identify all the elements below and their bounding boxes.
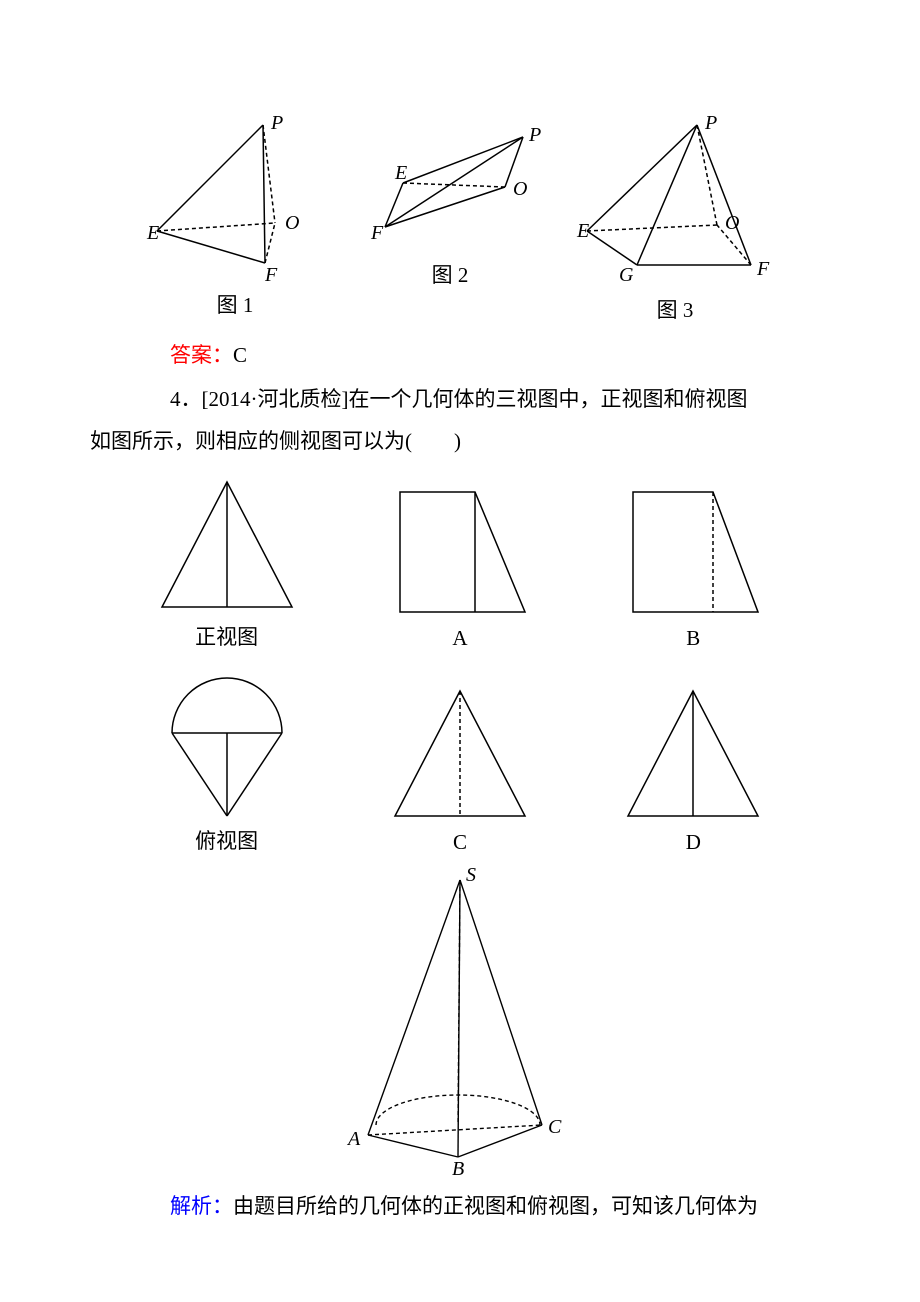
question-4-cont: 如图所示，则相应的侧视图可以为( ) [90, 420, 830, 462]
question-text-2: 如图所示，则相应的侧视图可以为( ) [90, 429, 461, 453]
big-figure: S A B C [90, 865, 830, 1175]
option-a-caption: A [385, 626, 535, 651]
answer-line: 答案：C [90, 334, 830, 376]
option-c-caption: C [385, 830, 535, 855]
svg-text:O: O [513, 178, 527, 200]
figure-2-svg: P O E F [355, 115, 545, 255]
top-view-svg [152, 671, 302, 821]
front-view-caption: 正视图 [152, 621, 302, 651]
svg-text:A: A [346, 1128, 361, 1150]
svg-text:F: F [756, 258, 770, 280]
analysis-label: 解析： [170, 1194, 233, 1218]
svg-text:G: G [619, 264, 634, 286]
svg-text:P: P [704, 115, 717, 134]
top-figure-row: P O E F 图 1 P O E F 图 2 P O E F G 图 3 [90, 115, 830, 324]
option-d-svg [618, 686, 768, 826]
svg-text:F: F [370, 222, 384, 244]
options-grid: 正视图 A B 俯视图 C D [140, 477, 780, 855]
option-d: D [618, 686, 768, 855]
option-b-svg [618, 482, 768, 622]
svg-text:C: C [548, 1116, 562, 1138]
analysis-text: 由题目所给的几何体的正视图和俯视图，可知该几何体为 [233, 1194, 758, 1218]
svg-text:P: P [270, 115, 283, 134]
svg-text:O: O [725, 212, 739, 234]
big-figure-svg: S A B C [330, 865, 590, 1175]
analysis-line: 解析：由题目所给的几何体的正视图和俯视图，可知该几何体为 [90, 1185, 830, 1227]
answer-value: C [233, 343, 247, 367]
front-view: 正视图 [152, 477, 302, 651]
figure-1-caption: 图 1 [145, 289, 325, 319]
svg-text:E: E [146, 222, 159, 244]
top-view: 俯视图 [152, 671, 302, 855]
option-a-svg [385, 482, 535, 622]
question-source: 河北质检 [258, 387, 342, 411]
option-d-caption: D [618, 830, 768, 855]
question-year-close: ] [342, 387, 349, 411]
front-view-svg [152, 477, 302, 617]
option-c: C [385, 686, 535, 855]
figure-3-svg: P O E F G [575, 115, 775, 290]
figure-1: P O E F 图 1 [145, 115, 325, 324]
svg-text:E: E [394, 162, 407, 184]
figure-2-caption: 图 2 [355, 259, 545, 289]
top-view-caption: 俯视图 [152, 825, 302, 855]
option-c-svg [385, 686, 535, 826]
figure-3: P O E F G 图 3 [575, 115, 775, 324]
svg-text:E: E [576, 220, 589, 242]
figure-3-caption: 图 3 [575, 294, 775, 324]
question-number: 4． [170, 387, 202, 411]
option-b: B [618, 482, 768, 651]
question-year-open: [2014· [202, 387, 258, 411]
figure-1-svg: P O E F [145, 115, 325, 285]
svg-text:B: B [452, 1158, 464, 1175]
svg-text:F: F [264, 264, 278, 285]
option-b-caption: B [618, 626, 768, 651]
answer-label: 答案： [170, 343, 233, 367]
svg-text:S: S [466, 865, 476, 886]
question-4: 4．[2014·河北质检]在一个几何体的三视图中，正视图和俯视图 [90, 378, 830, 420]
option-a: A [385, 482, 535, 651]
figure-2: P O E F 图 2 [355, 115, 545, 324]
question-text-1: 在一个几何体的三视图中，正视图和俯视图 [349, 387, 748, 411]
svg-text:P: P [528, 124, 541, 146]
svg-text:O: O [285, 212, 299, 234]
